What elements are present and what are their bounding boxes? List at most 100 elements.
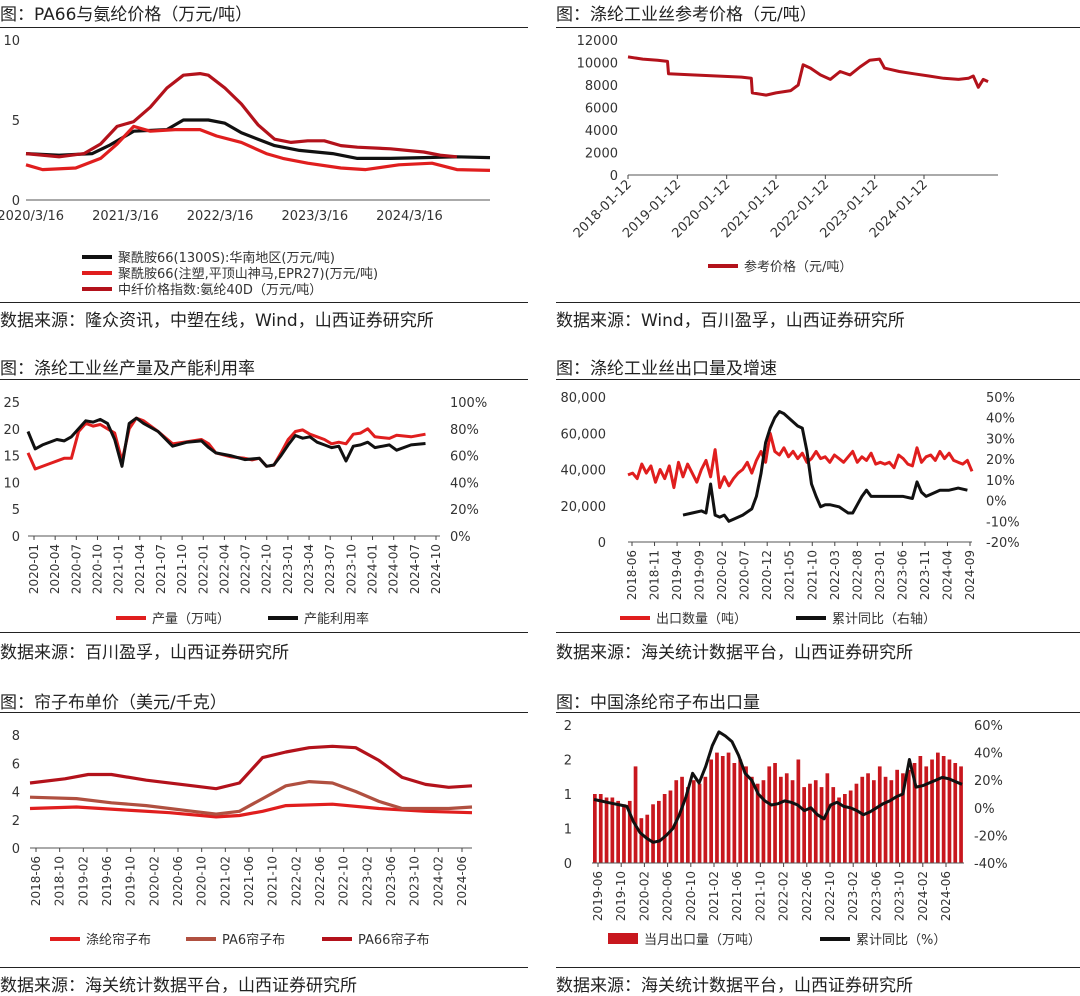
bar [825,773,830,863]
x-tick-label: 2019-10 [614,871,628,921]
x-tick-label: 2023-10 [344,544,358,594]
bar [837,797,841,863]
legend-label: 中纤价格指数:氨纶40D（万元/吨） [118,282,322,298]
x-tick-label: 2021-06 [242,856,256,906]
bar [947,759,952,863]
data-source: 数据来源：百川盈孚，山西证券研究所 [0,643,289,663]
x-tick-label: 2018-10 [53,856,67,906]
x-tick-label: 2019-06 [100,856,114,906]
y-tick-label: 0 [598,536,606,551]
y-tick-label: 0 [610,169,618,184]
y-tick-label: 20,000 [561,500,607,515]
x-tick-label: 2020-06 [661,871,675,921]
chart-title: 图：PA66与氨纶价格（万元/吨） [0,5,253,25]
x-tick-label: 2024-02 [431,856,445,906]
chart-title: 图：帘子布单价（美元/千克） [0,693,227,713]
bar [773,763,777,863]
bar [895,769,899,863]
y2-tick-label: -10% [986,515,1020,530]
x-tick-label: 2020-01 [27,544,41,594]
chart-pa66-spandex-price: 0 5 10 2020/3/16 2021/3/16 2022/3/16 2023/3/16… [0,34,491,298]
y2-tick-label: 60% [974,719,1003,734]
bar [959,766,963,863]
bar [703,776,708,864]
x-tick-label: 2020-10 [684,871,698,921]
y2-tick-label: 0% [986,495,1007,510]
y-tick-label: 5 [12,503,20,518]
bar [761,780,766,863]
bar [831,787,836,863]
series-line [25,124,491,172]
y2-tick-label: 80% [450,423,479,438]
series-line [26,416,426,468]
x-tick-label: 2020-10 [195,856,209,906]
y-tick-label: 80,000 [561,391,607,406]
x-tick-label: 2020-10 [90,544,104,594]
data-source: 数据来源：Wind，百川盈孚，山西证券研究所 [556,311,905,331]
chart-cord-fabric-unit-price: 0 2 4 6 8 2018-06 2018-10 2019-02 2019-06 2019-10… [12,729,473,948]
y-tick-label: 1 [564,788,572,803]
legend-label: PA6帘子布 [222,932,285,948]
y-tick-label: 12000 [577,34,618,49]
x-tick-label: 2023-06 [869,871,883,921]
x-tick-label: 2020-02 [637,871,651,921]
bar [697,783,702,863]
x-tick-label: 2021-06 [730,871,744,921]
chart-export-volume-growth: 0 20,000 40,000 60,000 80,000 -20% -10% 0% 10% 20… [561,391,1020,627]
y2-tick-label: 0% [450,530,471,545]
x-tick-label: 2021-10 [266,856,280,906]
series-line [593,730,963,844]
chart-title: 图：中国涤纶帘子布出口量 [556,693,760,713]
bar [953,763,958,863]
x-tick-label: 2020-02 [147,856,161,906]
bar [813,780,818,863]
x-tick-label: 2023-11 [918,550,932,600]
x-tick-label: 2021-01 [112,544,126,594]
y2-tick-label: 40% [974,747,1003,762]
x-tick-label: 2022/3/16 [187,209,254,224]
x-tick-label: 2022-10 [260,544,274,594]
chart-title: 图：涤纶工业丝参考价格（元/吨） [556,5,817,25]
x-tick-label: 2023-01 [281,544,295,594]
y2-tick-label: 20% [986,453,1015,468]
bar [796,759,801,863]
y-tick-label: 6 [12,757,20,772]
x-tick-label: 2024-06 [939,871,953,921]
legend-label: 产能利用率 [304,611,369,627]
bar [790,780,795,863]
x-tick-label: 2021-02 [707,871,721,921]
legend-label: PA66帘子布 [358,932,429,948]
y2-tick-label: -40% [974,857,1008,872]
chart-panel-export-growth: 图：涤纶工业丝出口量及增速 0 20,000 40,000 60,000 80,000 -… [556,354,1080,664]
chart-panel-polyester-price: 图：涤纶工业丝参考价格（元/吨） 0 2000 4000 6000 8000 10000 1… [556,0,1080,335]
x-tick-label: 2023-06 [384,856,398,906]
bar [668,790,673,863]
y-tick-label: 6000 [585,102,618,117]
x-tick-label: 2021-05 [783,550,797,600]
bar [808,783,812,863]
x-tick-label: 2021-10 [805,550,819,600]
y-tick-label: 10 [3,34,20,49]
legend-label: 涤纶帘子布 [86,932,151,948]
bar [610,797,615,863]
series-line [682,410,968,523]
y-tick-label: 40,000 [561,464,607,479]
bar [604,797,609,863]
x-tick-label: 2023-02 [846,871,860,921]
y2-tick-label: 10% [986,474,1015,489]
x-tick-label: 2019-04 [670,550,684,600]
bar [767,766,772,863]
x-tick-label: 2018-06 [29,856,43,906]
y2-tick-label: 40% [986,412,1015,427]
series-line [25,72,458,159]
x-tick-label: 2022-10 [337,856,351,906]
legend-label: 产量（万吨） [152,612,230,627]
series-line [29,802,473,819]
bar [744,766,748,863]
x-tick-label: 2024-10 [429,544,443,594]
y-tick-label: 15 [3,450,20,465]
bar [657,800,661,863]
y2-tick-label: 30% [986,432,1015,447]
x-tick-label: 2021-07 [154,544,168,594]
x-tick-label: 2019-02 [76,856,90,906]
